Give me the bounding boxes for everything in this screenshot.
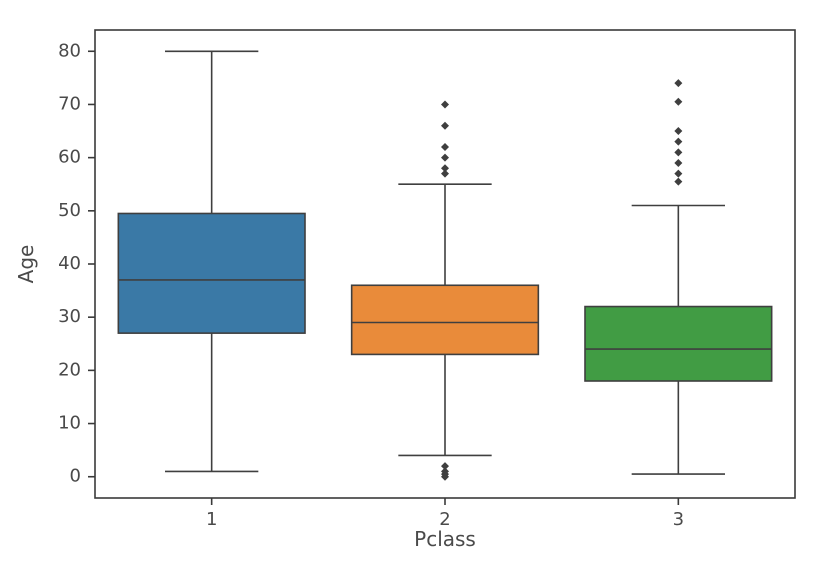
box-rect bbox=[352, 285, 539, 354]
y-tick-label: 0 bbox=[70, 466, 81, 487]
y-tick-label: 50 bbox=[58, 200, 81, 221]
box-3 bbox=[585, 79, 772, 474]
y-tick-label: 60 bbox=[58, 147, 81, 168]
outlier-marker bbox=[674, 79, 682, 87]
outlier-marker bbox=[674, 138, 682, 146]
y-axis: 0 10 20 30 40 50 60 70 80 bbox=[58, 40, 95, 486]
y-tick-label: 70 bbox=[58, 93, 81, 114]
outlier-marker bbox=[674, 178, 682, 186]
box-2 bbox=[352, 100, 539, 480]
x-axis: 123 bbox=[206, 498, 684, 530]
box-rect bbox=[585, 307, 772, 381]
outlier-marker bbox=[441, 100, 449, 108]
outlier-marker bbox=[441, 122, 449, 130]
y-tick-label: 30 bbox=[58, 306, 81, 327]
y-axis-label: Age bbox=[14, 245, 38, 284]
outlier-marker bbox=[674, 170, 682, 178]
y-tick-label: 80 bbox=[58, 40, 81, 61]
outlier-marker bbox=[674, 127, 682, 135]
outlier-marker bbox=[674, 98, 682, 106]
outlier-marker bbox=[674, 159, 682, 167]
x-tick-label: 3 bbox=[673, 509, 684, 530]
y-tick-label: 20 bbox=[58, 359, 81, 380]
x-tick-label: 1 bbox=[206, 509, 217, 530]
box-rect bbox=[118, 213, 305, 333]
y-tick-label: 40 bbox=[58, 253, 81, 274]
outlier-marker bbox=[441, 154, 449, 162]
y-tick-label: 10 bbox=[58, 413, 81, 434]
boxplot-chart: 0 10 20 30 40 50 60 70 80 Age 123Pclass bbox=[0, 0, 840, 581]
box-1 bbox=[118, 51, 305, 471]
outlier-marker bbox=[441, 143, 449, 151]
outlier-marker bbox=[441, 170, 449, 178]
outlier-marker bbox=[674, 148, 682, 156]
x-axis-label: Pclass bbox=[414, 527, 476, 551]
